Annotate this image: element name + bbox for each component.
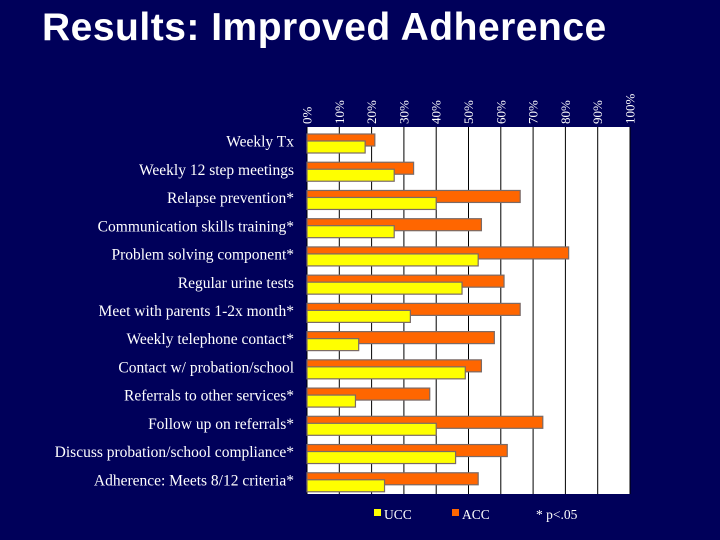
legend-label-acc: ACC bbox=[462, 507, 490, 522]
x-tick-labels: 0% 10% 20% 30% 40% 50% 60% 70% 80% 90% 100% bbox=[300, 94, 638, 125]
bar-ucc bbox=[306, 366, 466, 380]
category-label: Contact w/ probation/school bbox=[118, 359, 294, 376]
category-label: Communication skills training* bbox=[98, 218, 295, 235]
x-tick-label: 20% bbox=[364, 100, 379, 124]
bar-ucc bbox=[306, 196, 437, 211]
category-label: Regular urine tests bbox=[178, 275, 294, 292]
category-label: Weekly 12 step meetings bbox=[139, 162, 294, 179]
x-tick-label: 90% bbox=[590, 100, 605, 124]
category-labels: Weekly Tx Weekly 12 step meetings Relapse … bbox=[55, 134, 295, 490]
x-tick-label: 30% bbox=[396, 100, 411, 124]
x-tick-label: 60% bbox=[493, 100, 508, 124]
bar-ucc bbox=[306, 450, 457, 465]
category-label: Discuss probation/school compliance* bbox=[55, 444, 295, 461]
x-tick-label: 40% bbox=[429, 100, 444, 124]
category-label: Problem solving component* bbox=[111, 247, 294, 264]
x-tick-label: 70% bbox=[526, 100, 541, 124]
bars bbox=[306, 133, 570, 493]
bar-ucc bbox=[306, 168, 395, 182]
bar-ucc bbox=[306, 422, 437, 436]
legend-label-ucc: UCC bbox=[384, 507, 412, 522]
x-tick-label: 0% bbox=[300, 107, 315, 125]
x-tick-label: 50% bbox=[461, 100, 476, 124]
bar-ucc bbox=[306, 253, 479, 267]
bar-ucc bbox=[306, 140, 366, 154]
bar-ucc bbox=[306, 225, 395, 239]
significance-footnote: * p<.05 bbox=[536, 507, 578, 522]
chart-title: Results: Improved Adherence bbox=[42, 6, 607, 49]
x-tick-label: 80% bbox=[558, 100, 573, 124]
bar-ucc bbox=[306, 338, 360, 352]
category-label: Referrals to other services* bbox=[124, 388, 294, 405]
legend-swatch-ucc bbox=[374, 509, 381, 516]
bar-ucc bbox=[306, 394, 357, 408]
category-label: Relapse prevention* bbox=[167, 190, 294, 207]
bar-ucc bbox=[306, 479, 386, 493]
category-label: Adherence: Meets 8/12 criteria* bbox=[94, 472, 294, 489]
x-tick-label: 100% bbox=[623, 94, 638, 125]
bar-ucc bbox=[306, 281, 463, 295]
category-label: Follow up on referrals* bbox=[148, 416, 294, 433]
legend-swatch-acc bbox=[452, 509, 459, 516]
bar-ucc bbox=[306, 309, 411, 323]
legend: UCC ACC * p<.05 bbox=[374, 507, 578, 522]
category-label: Weekly telephone contact* bbox=[127, 331, 295, 348]
x-tick-label: 10% bbox=[332, 100, 347, 124]
category-label: Meet with parents 1-2x month* bbox=[99, 303, 295, 320]
category-label: Weekly Tx bbox=[226, 134, 294, 151]
